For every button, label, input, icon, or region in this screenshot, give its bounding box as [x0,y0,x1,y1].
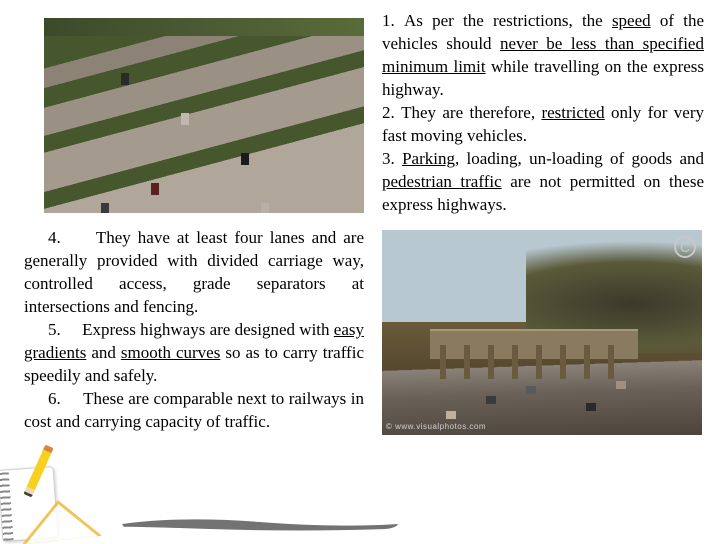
num-5: 5. [48,320,61,339]
u-smooth-curves: smooth curves [121,343,220,362]
u-restricted: restricted [541,103,604,122]
u-speed: speed [612,11,651,30]
point-1: 1. As per the restrictions, the speed of… [382,10,704,102]
brush-underline-icon [120,512,400,534]
num-2: 2. [382,103,395,122]
num-1: 1. [382,11,395,30]
point-5: 5. Express highways are designed with ea… [24,319,364,388]
num-6: 6. [48,389,61,408]
point-2: 2. They are therefore, restricted only f… [382,102,704,148]
u-pedestrian: pedestrian traffic [382,172,502,191]
left-text-block: 4. They have at least four lanes and are… [24,227,364,433]
text-6: These are comparable next to railways in… [24,389,364,431]
num-3: 3. [382,149,395,168]
u-parking: Parking [402,149,455,168]
point-6: 6. These are comparable next to railways… [24,388,364,434]
right-text-block: 1. As per the restrictions, the speed of… [382,10,704,216]
stationery-icon [0,455,115,540]
text-4: They have at least four lanes and are ge… [24,228,364,316]
point-4: 4. They have at least four lanes and are… [24,227,364,319]
bridge-photo: C © www.visualphotos.com [382,230,702,435]
highway-photo [44,18,364,213]
num-4: 4. [48,228,61,247]
point-3: 3. Parking, loading, un-loading of goods… [382,148,704,217]
watermark-text: © www.visualphotos.com [386,422,486,433]
copyright-icon: C [674,236,696,258]
